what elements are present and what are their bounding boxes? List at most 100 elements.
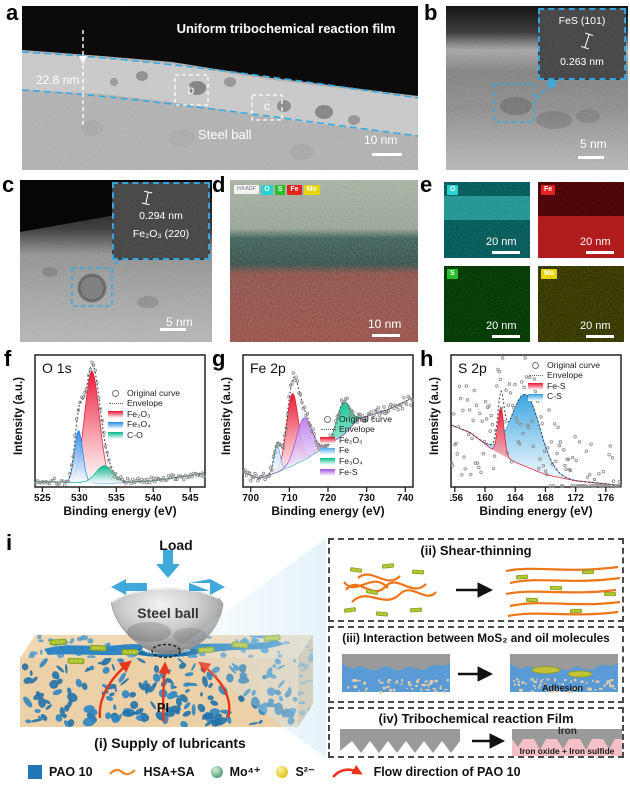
ball-label: Steel ball [137, 605, 199, 621]
inset-phase-c: Fe₂O₃ (220) [132, 228, 190, 240]
box-mos2-interaction: (iii) Interaction between MoS₂ and oil m… [328, 626, 624, 703]
adhesion-label: Adhesion [542, 683, 584, 693]
xps-plot-s2p: 156 160 164 168 172 176 [450, 354, 622, 502]
panel-label-f: f [4, 346, 12, 371]
zoom-beam [180, 538, 326, 758]
y-axis-label: Intensity (a.u.) [429, 377, 441, 455]
y-axis-label: Intensity (a.u.) [221, 377, 233, 455]
mos2-platelet-icon [365, 589, 379, 595]
rough-iron-surface [340, 729, 460, 753]
map-chip-s: S [447, 269, 458, 280]
iron-oxide-label: Iron oxide + Iron sulfide [519, 746, 615, 756]
scale-text-c: 5 nm [166, 315, 193, 329]
pao10-swatch-icon [28, 764, 42, 779]
legend-item: Fe₃O₄ [108, 419, 180, 431]
iron-label: Iron [558, 726, 577, 737]
panel-label-h: h [420, 346, 434, 371]
xps-chart-s2p: Intensity (a.u.) 156 160 164 168 172 176 S 2p… [422, 352, 624, 530]
svg-text:720: 720 [320, 493, 337, 502]
mos2-platelet-icon [569, 608, 583, 614]
mo4-sphere-icon [210, 765, 223, 778]
xps-plot-o1s: 525 530 535 540 545 [34, 354, 206, 502]
scale-text-e-o: 20 nm [486, 236, 517, 248]
load-arrow-icon [156, 550, 180, 578]
legend-item: Envelope [320, 424, 392, 436]
figure-legend: PAO 10 HSA+SA Mo⁴⁺ S²⁻ Flow direction of… [0, 757, 630, 786]
hsa-sa-wave-icon [108, 768, 136, 775]
scale-bar-e-o [492, 251, 520, 254]
chart-title: Fe 2p [250, 360, 286, 376]
xps-chart-fe2p: Intensity (a.u.) 700 710 720 730 740 Fe 2p O… [214, 352, 416, 530]
svg-text:540: 540 [145, 493, 162, 502]
pao10-label: PAO 10 [49, 764, 93, 779]
chip-fe: Fe [287, 185, 302, 196]
mos2-platelet-icon [49, 638, 67, 646]
interaction-graphic [342, 654, 618, 695]
legend-item: Original curve [320, 414, 392, 425]
roi-c-label: c [264, 99, 270, 113]
panel-label-d: d [212, 172, 226, 197]
svg-text:710: 710 [281, 493, 298, 502]
svg-text:535: 535 [108, 493, 125, 502]
x-axis-label: Binding energy (eV) [271, 504, 385, 518]
s2-label: S²⁻ [295, 765, 315, 779]
hsa-sa-label: HSA+SA [143, 764, 195, 779]
panel-label-i: i [6, 530, 13, 555]
hrtem-inset-c: 0.294 nm Fe₂O₃ (220) [112, 182, 210, 260]
legend-item: Envelope [528, 370, 600, 382]
mo4-label: Mo⁴⁺ [229, 765, 261, 779]
scale-bar-e-s [492, 335, 520, 338]
load-label: Load [159, 537, 193, 553]
mos2-platelet-icon [515, 574, 529, 580]
chip-s: S [274, 185, 286, 196]
scale-text-e-fe: 20 nm [580, 236, 611, 248]
x-axis-label: Binding energy (eV) [479, 504, 593, 518]
mos2-platelet-icon [549, 585, 563, 591]
scale-text-b: 5 nm [580, 137, 607, 151]
roi-b-label: b [187, 83, 195, 97]
legend-item: Original curve [528, 360, 600, 371]
panel-label-c: c [2, 172, 15, 197]
legend-item: C-O [108, 430, 180, 441]
flow-arrow-icon [331, 764, 363, 778]
xps-chart-o1s: Intensity (a.u.) 525 530 535 540 545 O 1s Or… [6, 352, 208, 530]
scale-bar-e-mo [586, 335, 614, 338]
panel-label-g: g [212, 346, 226, 371]
flow-arrow-center [158, 661, 171, 723]
thickness-value: 22.8 nm [36, 73, 80, 87]
chart-title: S 2p [458, 360, 487, 376]
box-shear-thinning: (ii) Shear-thinning [328, 538, 624, 622]
y-axis-label: Intensity (a.u.) [13, 377, 25, 455]
pi-label: PI [156, 700, 170, 715]
mos2-platelet-icon [375, 611, 389, 617]
svg-text:740: 740 [397, 493, 414, 502]
mos2-platelet-icon [409, 607, 423, 613]
mos2-platelet-icon [525, 597, 539, 603]
legend-item: Envelope [108, 398, 180, 410]
svg-text:530: 530 [71, 493, 88, 502]
inset-phase-b: FeS (101) [558, 15, 606, 27]
tribofilm-graphic [340, 729, 622, 756]
flow-arrow-left [98, 660, 132, 719]
scale-bar-a [372, 153, 402, 156]
box-iv-title: (iv) Tribochemical reaction Film [378, 711, 574, 726]
panel-label-e: e [420, 172, 433, 197]
svg-text:730: 730 [358, 493, 375, 502]
mos2-platelet-icon [67, 657, 85, 665]
contact-roi-ellipse [151, 643, 181, 659]
legend-item: Fe-S [320, 467, 392, 478]
chart-legend: Original curve Envelope Fe₂O₃ Fe Fe₃O₄ Fe-S [320, 414, 392, 478]
slide-arrow-left-icon [111, 579, 147, 595]
iron-layer [512, 729, 622, 750]
svg-text:168: 168 [537, 493, 554, 502]
legend-item: C-S [528, 391, 600, 403]
mos2-platelet-icon [89, 644, 107, 652]
mos2-platelet-icon [121, 649, 139, 655]
scene-caption: (i) Supply of lubricants [94, 735, 246, 751]
svg-text:545: 545 [182, 493, 199, 502]
svg-text:172: 172 [567, 493, 584, 502]
legend-item: Fe₂O₃ [108, 409, 180, 420]
box-tribofilm: (iv) Tribochemical reaction Film Iron Ir… [328, 707, 624, 758]
panel-label-a: a [6, 0, 19, 25]
scale-text-a: 10 nm [364, 133, 398, 147]
